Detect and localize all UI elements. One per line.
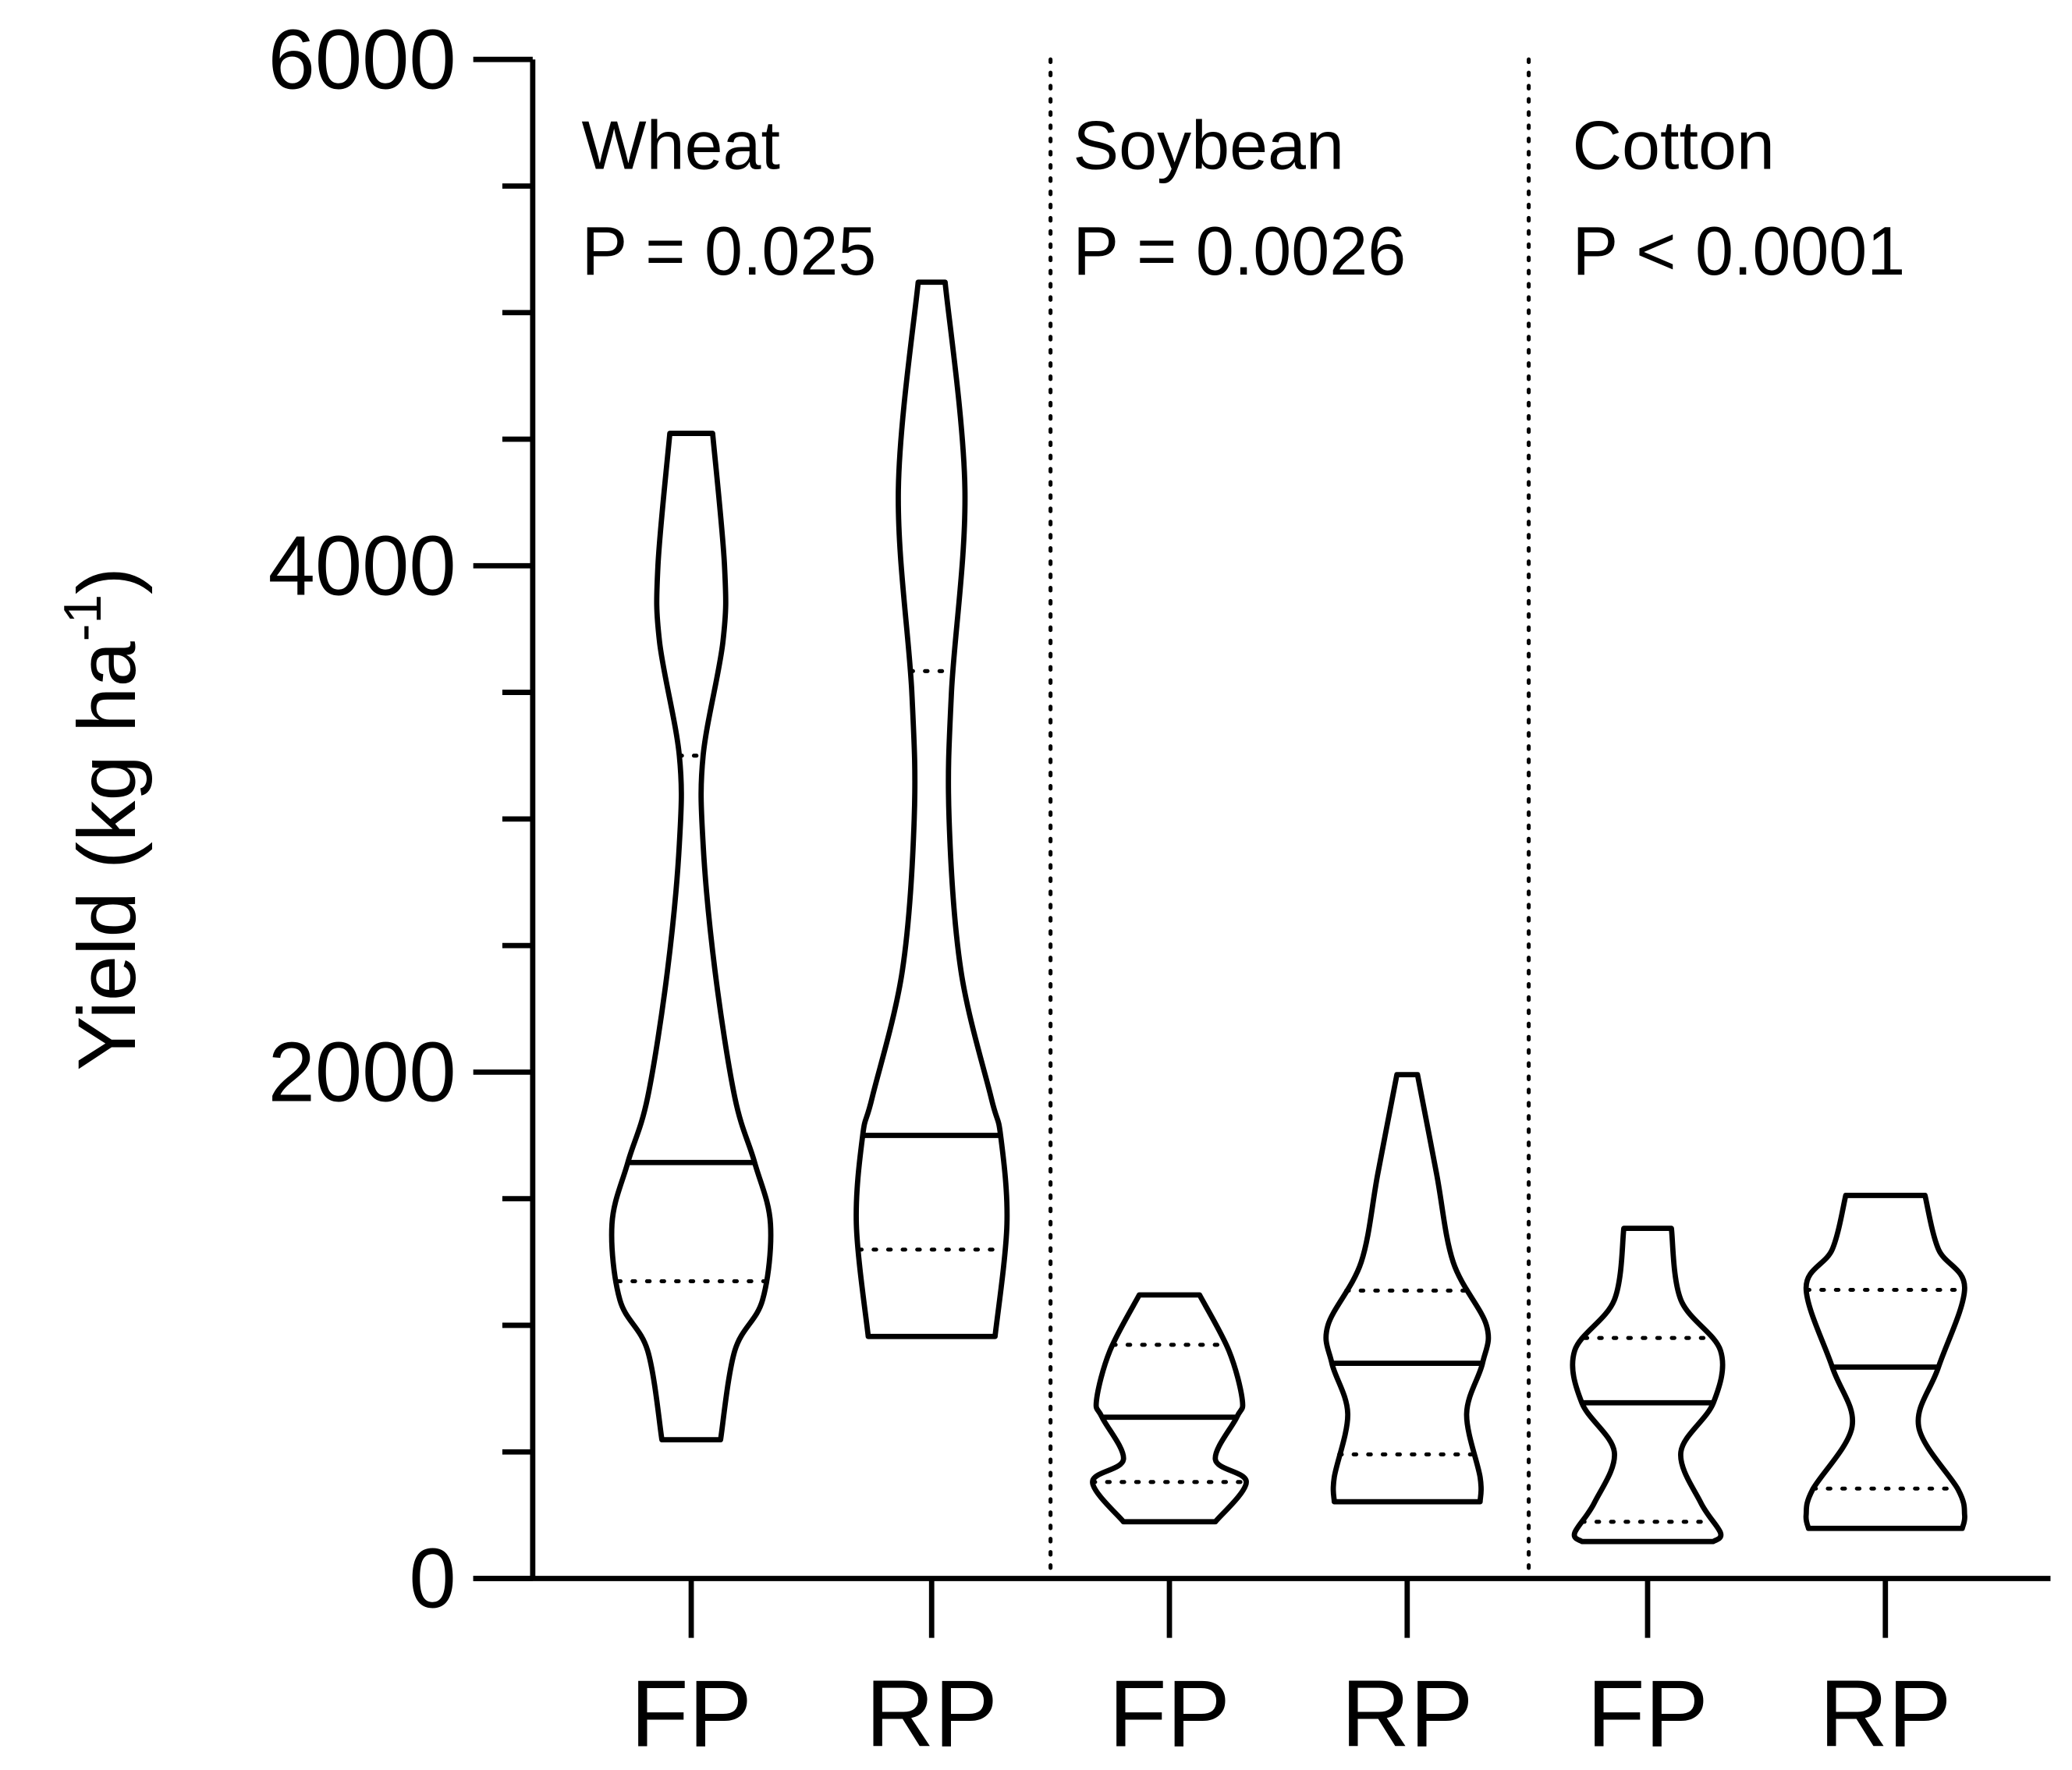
- violin-outline: [1570, 1226, 1726, 1545]
- x-tick-label: RP: [1341, 1661, 1473, 1767]
- violin-outline: [1803, 1193, 1967, 1531]
- group-annotation: P = 0.025: [582, 212, 877, 289]
- x-tick-label: RP: [866, 1661, 998, 1767]
- violin-outline: [608, 431, 774, 1443]
- x-tick-label: FP: [1109, 1661, 1230, 1767]
- group-label: Soybean: [1073, 107, 1344, 184]
- violin-outline: [1090, 1292, 1249, 1525]
- group-label: Cotton: [1572, 107, 1774, 184]
- x-tick-label: RP: [1819, 1661, 1951, 1767]
- y-tick-label: 0: [409, 1531, 456, 1626]
- group-annotation: P < 0.0001: [1572, 212, 1905, 289]
- y-axis-label-main: Yield (kg ha: [62, 641, 153, 1071]
- y-tick-label: 2000: [268, 1025, 456, 1119]
- y-axis-label-end: ): [62, 567, 153, 594]
- y-axis-label-sup: -1: [54, 594, 112, 641]
- group-label: Wheat: [582, 107, 780, 184]
- x-tick-label: FP: [1587, 1661, 1708, 1767]
- y-tick-label: 4000: [268, 519, 456, 613]
- group-annotation: P = 0.0026: [1073, 212, 1406, 289]
- y-tick-label: 6000: [268, 12, 456, 106]
- x-tick-label: FP: [630, 1661, 752, 1767]
- violin-outline: [1323, 1072, 1492, 1505]
- y-axis-label: Yield (kg ha-1): [54, 567, 153, 1071]
- violin-outline: [853, 279, 1010, 1339]
